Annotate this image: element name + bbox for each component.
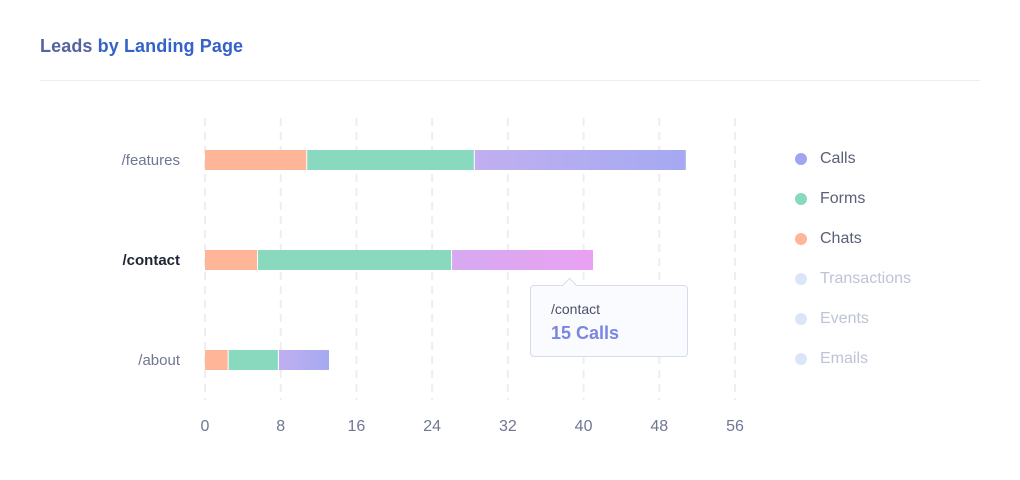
legend-dot-icon (795, 153, 807, 165)
bar-segment (258, 250, 452, 270)
legend-label: Events (820, 310, 869, 327)
bar-segment (228, 350, 278, 370)
legend-item[interactable]: Chats (795, 219, 911, 259)
y-category-label: /about (138, 352, 181, 369)
y-category-label: /contact (122, 252, 180, 269)
x-tick-label: 0 (201, 418, 210, 435)
x-tick-label: 56 (726, 418, 744, 435)
x-tick-label: 48 (650, 418, 668, 435)
card-title: Leads by Landing Page (40, 36, 243, 57)
x-tick-label: 32 (499, 418, 517, 435)
legend-item[interactable]: Transactions (795, 259, 911, 299)
legend-dot-icon (795, 193, 807, 205)
bar-segment (205, 350, 228, 370)
legend-label: Transactions (820, 270, 911, 287)
legend-dot-icon (795, 313, 807, 325)
title-suffix: by Landing Page (97, 36, 244, 56)
y-category-label: /features (122, 152, 180, 169)
legend-dot-icon (795, 273, 807, 285)
x-tick-label: 24 (423, 418, 441, 435)
legend-dot-icon (795, 233, 807, 245)
chart-legend: Calls Forms Chats Transactions Events Emails (795, 147, 911, 379)
bar-segment (474, 150, 686, 170)
legend-item[interactable]: Events (795, 299, 911, 339)
bar-segment (205, 250, 258, 270)
legend-item[interactable]: Calls (795, 139, 911, 179)
legend-label: Forms (820, 190, 866, 207)
tooltip-label: /contact (551, 301, 601, 317)
bar-segment (205, 150, 307, 170)
bar-segment (307, 150, 474, 170)
x-tick-label: 40 (575, 418, 593, 435)
x-tick-label: 8 (276, 418, 285, 435)
legend-dot-icon (795, 353, 807, 365)
legend-label: Emails (820, 350, 869, 367)
legend-label: Calls (820, 150, 856, 167)
title-prefix: Leads (40, 36, 93, 56)
x-tick-label: 16 (348, 418, 366, 435)
legend-item[interactable]: Forms (795, 179, 911, 219)
chart-tooltip: /contact 15 Calls (530, 285, 688, 357)
legend-item[interactable]: Emails (795, 339, 911, 379)
tooltip-value: 15 Calls (551, 323, 620, 343)
bar-segment (452, 250, 594, 270)
bar-segment (278, 350, 329, 370)
legend-label: Chats (820, 230, 862, 247)
title-divider (40, 80, 980, 81)
